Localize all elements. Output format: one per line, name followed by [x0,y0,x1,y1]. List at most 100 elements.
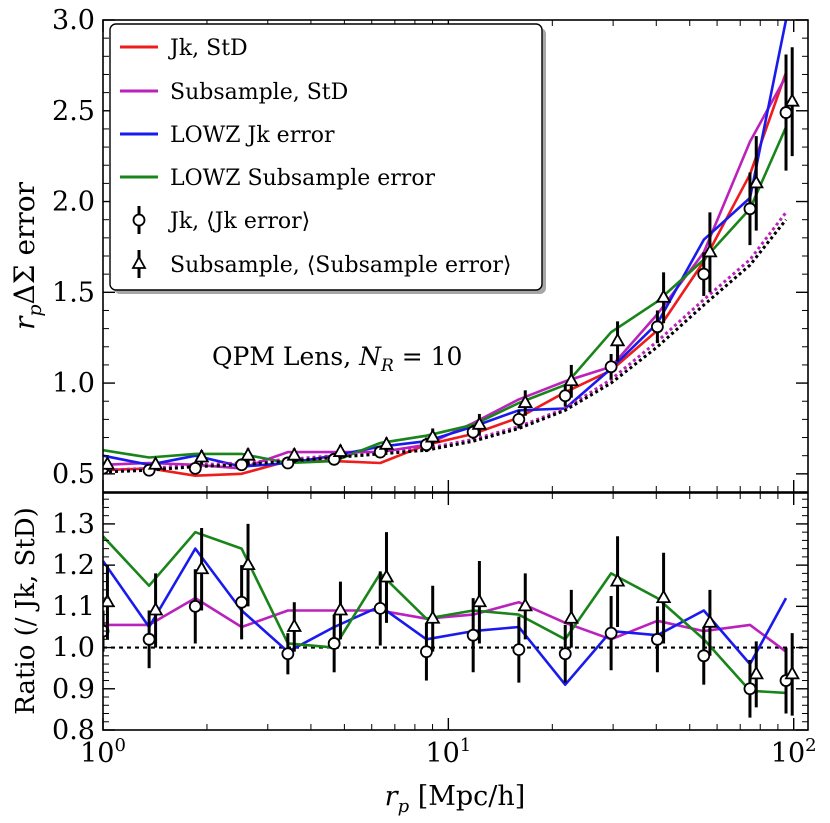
xtick-label: 102 [771,735,817,769]
xtick-label: 100 [80,735,126,769]
top-subsample-subsample-error-point [332,443,349,460]
top-plot-area [103,20,800,478]
top-jk-jk-error-marker [558,389,572,403]
legend-label-jk-mean: Jk, ⟨Jk error⟩ [168,209,310,234]
bottom-x-ticks: 100 101 102 [80,493,817,769]
bottom-lowz-jk-error-line [103,547,788,687]
top-subsample-subsample-error-point [784,47,800,157]
bottom-jk-jk-error-point [558,624,572,683]
bottom-jk-jk-error-marker [558,647,572,661]
top-subsample-subsample-error-marker [378,435,395,450]
bottom-axes-frame [102,492,809,731]
bottom-subsample-subsample-error-marker [424,609,441,624]
top-subsample-subsample-error-marker [702,243,718,258]
top-jk-jk-error-point [235,458,249,472]
bottom-jk-jk-error-marker [373,602,387,615]
bottom-jk-jk-error-marker [235,595,249,609]
top-subsample-subsample-error-marker [517,394,534,408]
top-jk-jk-error-point [697,252,711,296]
bottom-y-axis-label: Ratio (/ Jk, StD) [11,507,41,714]
top-subsample-subsample-error-point [748,136,764,231]
bottom-subsample-subsample-error-point [609,536,626,627]
top-jk-jk-error-point [512,410,526,429]
bottom-subsample-subsample-error-marker [609,572,626,587]
bottom-jk-jk-error-point [327,614,341,673]
bottom-ytick-label: 1.2 [52,550,95,581]
x-axis-label: rp [Mpc/h] [385,781,526,817]
top-axes-frame [102,19,809,493]
bottom-jk-jk-error-marker [420,645,433,659]
top-jk-jk-error-point [188,461,202,475]
top-subsample-subsample-error-point [147,455,164,471]
top-subsample-subsample-error-marker [332,443,349,457]
bottom-subsample-subsample-error-marker [332,601,349,616]
bottom-jk-jk-error-marker [743,682,757,696]
bottom-subsample-subsample-error-point [748,641,764,708]
bottom-subsample-subsample-error-point [784,633,800,716]
top-jk-jk-error-marker [779,106,793,119]
top-jk-std-line [103,72,788,478]
bottom-jk-jk-error-marker [142,632,156,646]
bottom-jk-jk-error-point [650,606,664,673]
legend-label-lowz-jk: LOWZ Jk error [170,123,335,148]
top-ytick-label: 2.5 [52,96,95,127]
bottom-jk-jk-error-point [512,616,526,683]
legend-label-jk-std: Jk, StD [168,36,248,61]
bottom-subsample-subsample-error-point [193,528,210,611]
bottom-subsample-subsample-error-marker [784,665,800,680]
bottom-subsample-subsample-error-marker [286,618,303,632]
bottom-ytick-label: 1.0 [52,633,95,664]
bottom-subsample-std-line [103,596,787,653]
bottom-subsample-subsample-error-marker [563,609,580,624]
top-ytick-label: 1.0 [52,368,95,399]
top-jk-jk-error-marker [512,412,526,426]
top-subsample-subsample-error-point [424,428,441,447]
top-subsample-subsample-error-marker [286,446,303,461]
top-subsample-subsample-error-point [609,321,626,362]
panel-annotation: QPM Lens, NR = 10 [212,342,462,376]
top-ytick-label: 0.5 [52,459,95,490]
legend: Jk, StD Subsample, StD LOWZ Jk error LOW… [109,23,546,294]
top-y-ticks: 0.5 1.0 1.5 2.0 2.5 3.0 [52,5,808,493]
top-jk-jk-error-marker [235,458,249,472]
bottom-lowz-subsample-error-line [103,530,787,695]
top-subsample-subsample-error-marker [147,455,164,470]
top-subsample-subsample-error-point [193,448,210,465]
top-subsample-subsample-error-point [517,390,534,416]
top-jk-jk-error-marker [697,267,711,281]
top-subsample-subsample-error-point [563,364,580,398]
bottom-plot-area [103,523,808,718]
bottom-y-ticks: 0.8 0.9 1.0 1.1 1.2 1.3 [52,498,808,746]
bottom-subsample-subsample-error-point [563,589,580,648]
legend-swatch-subsample-mean [131,250,147,278]
bottom-subsample-subsample-error-marker [193,560,210,575]
bottom-subsample-subsample-error-marker [378,568,395,583]
legend-label-subsample-mean: Subsample, ⟨Subsample error⟩ [170,253,511,278]
top-subsample-subsample-error-marker [563,372,580,387]
bottom-subsample-subsample-error-point [378,532,395,623]
top-subsample-subsample-error-point [378,435,395,453]
bottom-panel: 0.8 0.9 1.0 1.1 1.2 1.3 100 101 102 Ratio (/ Jk… [11,492,817,817]
bottom-jk-jk-error-marker [281,647,295,661]
bottom-subsample-subsample-error-point [655,552,672,644]
bottom-subsample-subsample-error-marker [655,589,672,604]
top-subsample-subsample-error-point [103,455,116,471]
bottom-subsample-subsample-error-marker [702,614,718,628]
top-subsample-subsample-error-marker [471,415,488,430]
top-subsample-subsample-error-point [286,446,303,463]
bottom-subsample-subsample-error-point [424,585,441,652]
top-subsample-subsample-error-marker [609,332,626,347]
top-lowz-subsample-error-line [103,126,788,465]
legend-box [109,23,543,291]
bottom-jk-jk-error-point [697,626,711,685]
bottom-jk-jk-error-point [420,622,433,681]
bottom-subsample-subsample-error-marker [517,597,534,612]
top-ytick-label: 1.5 [52,277,95,308]
xtick-label: 101 [425,735,471,769]
top-ytick-label: 3.0 [52,5,95,36]
top-jk-jk-error-marker [604,360,618,374]
top-subsample-subsample-error-point [655,272,672,324]
top-subsample-subsample-error-marker [424,428,441,443]
bottom-subsample-subsample-error-point [702,589,718,656]
